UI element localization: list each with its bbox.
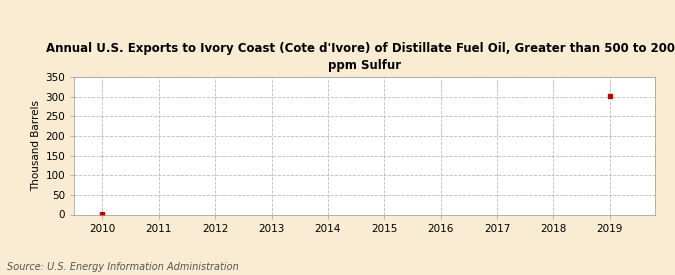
Title: Annual U.S. Exports to Ivory Coast (Cote d'Ivore) of Distillate Fuel Oil, Greate: Annual U.S. Exports to Ivory Coast (Cote… [46,42,675,72]
Y-axis label: Thousand Barrels: Thousand Barrels [31,100,41,191]
Text: Source: U.S. Energy Information Administration: Source: U.S. Energy Information Administ… [7,262,238,272]
